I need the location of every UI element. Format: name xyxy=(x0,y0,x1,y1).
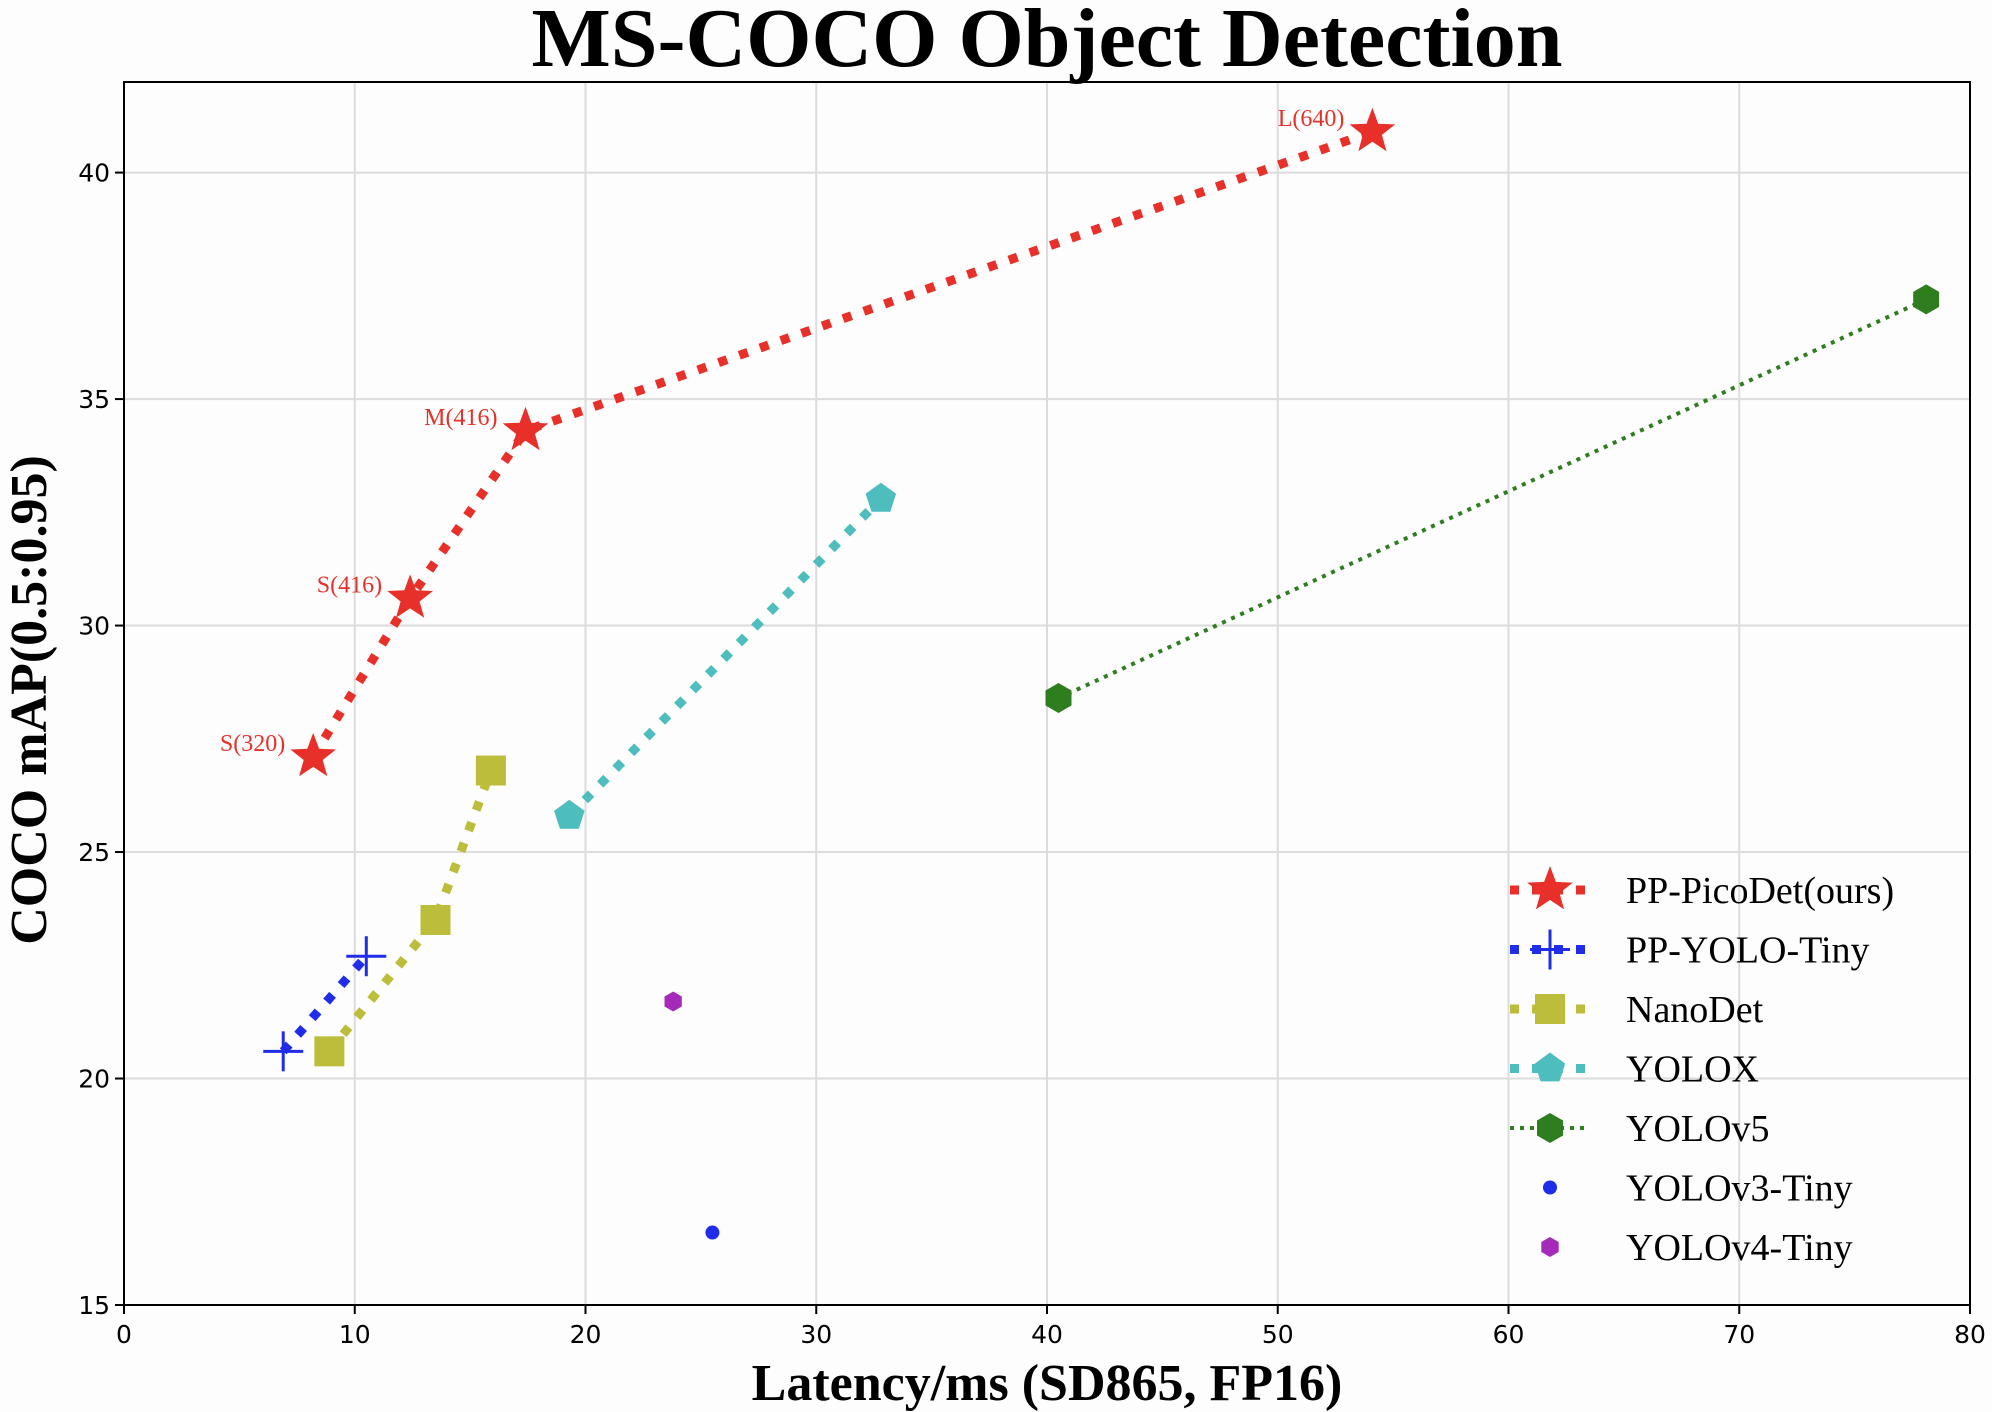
legend-item: NanoDet xyxy=(1510,989,1764,1031)
legend-item: YOLOv3-Tiny xyxy=(1543,1168,1853,1210)
hexagon-marker xyxy=(1913,284,1940,315)
legend-label: PP-PicoDet(ours) xyxy=(1626,870,1894,912)
y-tick-label: 25 xyxy=(78,838,110,867)
plus-marker xyxy=(346,936,387,977)
legend-label: YOLOv3-Tiny xyxy=(1626,1168,1853,1210)
legend-item: YOLOv5 xyxy=(1510,1108,1770,1150)
plus-marker xyxy=(1530,929,1570,970)
point-annotation: M(416) xyxy=(424,405,497,431)
legend-item: PP-YOLO-Tiny xyxy=(1510,929,1870,972)
star-marker xyxy=(1349,107,1396,152)
x-tick-label: 40 xyxy=(1031,1320,1063,1349)
axis-ticks: 0 10 20 30 40 50 60 70 80 15 20 25 30 35 40 xyxy=(78,159,1986,1349)
legend-item: YOLOv4-Tiny xyxy=(1541,1227,1853,1269)
x-tick-label: 80 xyxy=(1954,1320,1986,1349)
series-pp-yolo-tiny xyxy=(263,936,387,1072)
legend-label: YOLOv4-Tiny xyxy=(1626,1227,1853,1269)
y-tick-label: 20 xyxy=(78,1065,110,1094)
hexagon-marker xyxy=(664,991,682,1012)
pentagon-marker xyxy=(1534,1052,1566,1082)
series-layer: S(320) S(416) M(416) L(640) xyxy=(220,106,1940,1240)
y-tick-label: 15 xyxy=(78,1291,110,1320)
series-yolox xyxy=(554,482,897,829)
hexagon-marker xyxy=(1541,1237,1559,1257)
point-annotation: S(320) xyxy=(220,731,285,757)
circle-marker xyxy=(1543,1180,1557,1195)
series-yolov4-tiny xyxy=(664,991,682,1012)
legend-item: PP-PicoDet(ours) xyxy=(1510,866,1894,912)
y-tick-label: 40 xyxy=(78,159,110,188)
series-line xyxy=(566,495,885,819)
star-marker xyxy=(290,732,336,777)
pentagon-marker xyxy=(554,799,585,829)
series-nanodet xyxy=(314,755,506,1067)
star-marker xyxy=(387,574,433,618)
series-pp-picodet-ours-: S(320) S(416) M(416) L(640) xyxy=(220,106,1396,777)
hexagon-marker xyxy=(1045,683,1072,713)
x-tick-label: 30 xyxy=(800,1320,832,1349)
series-line xyxy=(1057,297,1927,700)
x-tick-label: 50 xyxy=(1262,1320,1294,1349)
series-yolov3-tiny xyxy=(705,1225,720,1240)
series-line xyxy=(309,127,1374,760)
legend-item: YOLOX xyxy=(1510,1049,1759,1091)
legend: PP-PicoDet(ours) PP-YOLO-Tiny NanoDet YOLOX… xyxy=(1510,866,1894,1269)
y-tick-label: 30 xyxy=(78,612,110,641)
plot-frame xyxy=(123,81,1971,1306)
y-axis-label: COCO mAP(0.5:0.95) xyxy=(1,455,58,945)
point-annotation: L(640) xyxy=(1278,106,1345,132)
x-tick-label: 20 xyxy=(570,1320,602,1349)
pentagon-marker xyxy=(865,482,897,512)
series-yolov5 xyxy=(1045,284,1940,713)
legend-label: YOLOX xyxy=(1626,1049,1759,1091)
chart-title: MS-COCO Object Detection xyxy=(531,0,1562,85)
star-marker xyxy=(502,406,549,451)
square-marker xyxy=(475,755,506,786)
y-tick-label: 35 xyxy=(78,385,110,414)
star-marker xyxy=(1527,866,1573,910)
legend-label: YOLOv5 xyxy=(1626,1108,1770,1150)
x-tick-label: 10 xyxy=(339,1320,371,1349)
legend-label: NanoDet xyxy=(1626,989,1764,1031)
square-marker xyxy=(1535,994,1565,1024)
circle-marker xyxy=(705,1225,720,1240)
square-marker xyxy=(420,904,451,935)
series-line xyxy=(325,768,496,1055)
x-tick-label: 60 xyxy=(1493,1320,1525,1349)
plus-marker xyxy=(263,1031,304,1072)
x-tick-label: 0 xyxy=(116,1320,132,1349)
hexagon-marker xyxy=(1537,1113,1563,1143)
point-annotation: S(416) xyxy=(317,572,382,598)
square-marker xyxy=(314,1036,345,1067)
x-axis-label: Latency/ms (SD865, FP16) xyxy=(752,1355,1343,1412)
x-tick-label: 70 xyxy=(1723,1320,1755,1349)
legend-label: PP-YOLO-Tiny xyxy=(1626,930,1870,972)
